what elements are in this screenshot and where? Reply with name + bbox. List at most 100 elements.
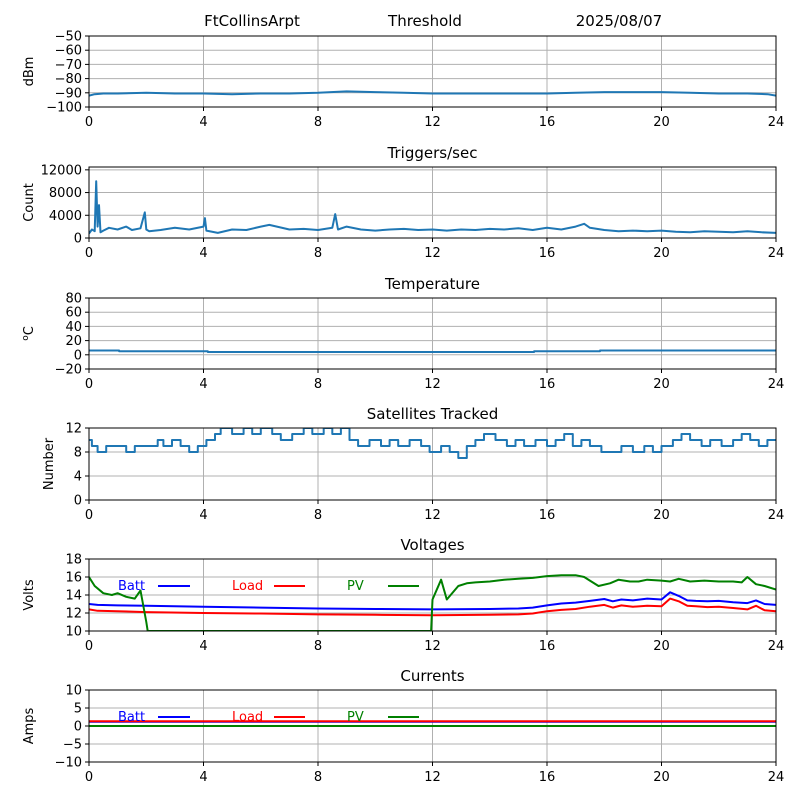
y-tick-label: −10	[55, 756, 82, 771]
legend-label-batt: Batt	[118, 579, 145, 594]
x-tick-label: 20	[653, 377, 670, 392]
y-tick-label: −80	[55, 72, 82, 87]
x-tick-label: 16	[539, 508, 556, 523]
x-tick-label: 12	[424, 639, 441, 654]
x-tick-label: 0	[85, 246, 93, 261]
y-tick-label: −50	[55, 30, 82, 45]
y-tick-label: −5	[63, 738, 82, 753]
x-tick-label: 24	[768, 508, 785, 523]
legend-label-pv: PV	[347, 710, 364, 725]
x-tick-label: 0	[85, 377, 93, 392]
y-tick-label: 0	[74, 494, 82, 509]
y-tick-label: 14	[65, 589, 82, 604]
x-tick-label: 4	[199, 770, 207, 785]
y-tick-label: 8000	[49, 186, 82, 201]
panel-1: 0 4 8 12 16 20 24 −100−90−80−70−60−50 dBm	[22, 30, 784, 131]
y-axis-label: oC	[21, 326, 37, 341]
y-axis-label: Count	[22, 183, 37, 222]
panel-title: Currents	[400, 667, 464, 685]
x-tick-label: 20	[653, 508, 670, 523]
x-tick-label: 0	[85, 115, 93, 130]
y-tick-label: 10	[65, 625, 82, 640]
x-tick-label: 16	[539, 770, 556, 785]
y-tick-label: 8	[74, 446, 82, 461]
y-axis-label: dBm	[22, 57, 37, 87]
x-tick-label: 8	[314, 770, 322, 785]
x-tick-label: 0	[85, 639, 93, 654]
y-tick-label: 0	[74, 720, 82, 735]
x-tick-label: 16	[539, 246, 556, 261]
y-tick-label: 20	[65, 334, 82, 349]
x-tick-label: 24	[768, 377, 785, 392]
y-tick-label: 4000	[49, 209, 82, 224]
x-tick-label: 8	[314, 508, 322, 523]
series-line	[89, 90, 776, 97]
y-tick-label: −90	[55, 86, 82, 101]
series-line	[89, 180, 776, 235]
series-line	[89, 428, 776, 459]
y-tick-label: 12	[65, 422, 82, 437]
x-tick-label: 4	[199, 377, 207, 392]
panel-title: Temperature	[384, 275, 480, 293]
y-tick-label: 80	[65, 292, 82, 307]
y-tick-label: 12000	[41, 163, 82, 178]
x-tick-label: 20	[653, 770, 670, 785]
x-tick-label: 24	[768, 246, 785, 261]
series-line-batt	[89, 591, 776, 611]
legend-label-load: Load	[232, 710, 263, 725]
series-line	[89, 349, 776, 353]
y-axis-label: Amps	[22, 707, 37, 744]
x-tick-label: 16	[539, 639, 556, 654]
x-tick-label: 16	[539, 377, 556, 392]
y-tick-label: 60	[65, 306, 82, 321]
x-tick-label: 12	[424, 115, 441, 130]
panel-4: 0 4 8 12 16 20 24 0 4 8 12 Satellites Tracked Number	[42, 405, 784, 523]
y-tick-label: 40	[65, 320, 82, 335]
x-tick-label: 4	[199, 246, 207, 261]
panel-5: 0 4 8 12 16 20 24 10 12 14 16 18 Voltages Volts Batt Lo…	[22, 536, 784, 654]
y-tick-label: 18	[65, 553, 82, 568]
y-tick-label: −70	[55, 58, 82, 73]
panel-title: Triggers/sec	[387, 144, 478, 162]
panel-6: 0 4 8 12 16 20 24 −10 −5 0 5 10 Currents Amps Batt Load…	[22, 667, 784, 785]
x-tick-label: 24	[768, 115, 785, 130]
y-tick-label: −20	[55, 363, 82, 378]
figure-title: Threshold	[387, 12, 462, 30]
x-tick-label: 4	[199, 115, 207, 130]
y-axis-label: Number	[42, 437, 57, 490]
x-tick-label: 8	[314, 639, 322, 654]
y-tick-label: 4	[74, 470, 82, 485]
y-tick-label: 5	[74, 702, 82, 717]
legend-label-load: Load	[232, 579, 263, 594]
x-tick-label: 12	[424, 770, 441, 785]
panel-title: Satellites Tracked	[367, 405, 498, 423]
x-tick-label: 12	[424, 508, 441, 523]
x-tick-label: 8	[314, 377, 322, 392]
y-tick-label: −60	[55, 44, 82, 59]
x-tick-label: 0	[85, 508, 93, 523]
y-tick-label: 16	[65, 571, 82, 586]
y-tick-label: −100	[46, 101, 82, 116]
x-tick-label: 12	[424, 246, 441, 261]
x-tick-label: 20	[653, 246, 670, 261]
x-tick-label: 16	[539, 115, 556, 130]
y-tick-label: 0	[74, 348, 82, 363]
y-tick-label: 0	[74, 232, 82, 247]
x-tick-label: 8	[314, 115, 322, 130]
x-tick-label: 8	[314, 246, 322, 261]
y-tick-label: 10	[65, 684, 82, 699]
x-tick-label: 0	[85, 770, 93, 785]
station-name: FtCollinsArpt	[204, 12, 300, 30]
figure-date: 2025/08/07	[576, 12, 662, 30]
y-axis-label: Volts	[22, 579, 37, 611]
y-tick-label: 12	[65, 607, 82, 622]
x-tick-label: 24	[768, 770, 785, 785]
x-tick-label: 4	[199, 508, 207, 523]
panel-2: 0 4 8 12 16 20 24 0 4000 8000 12000 Triggers/sec Cou…	[22, 144, 784, 261]
x-tick-label: 12	[424, 377, 441, 392]
x-tick-label: 20	[653, 639, 670, 654]
legend-label-pv: PV	[347, 579, 364, 594]
